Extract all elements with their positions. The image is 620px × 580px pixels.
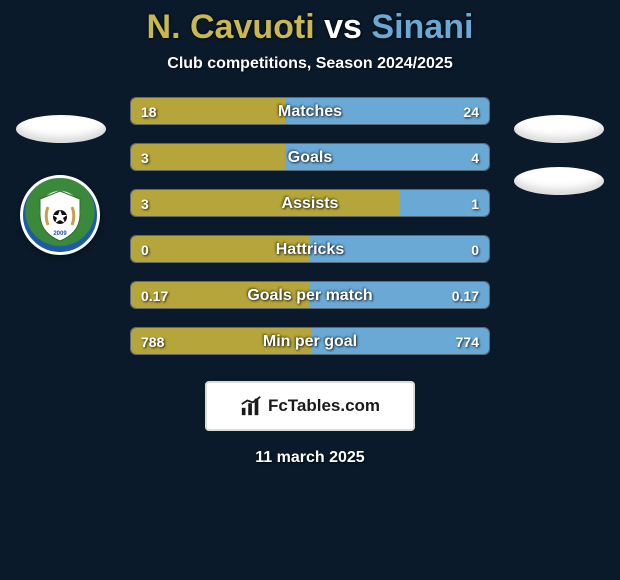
subtitle-text: Club competitions, Season 2024/2025 (0, 55, 620, 73)
stat-bar-left (131, 236, 310, 262)
stat-row: Min per goal788774 (130, 327, 490, 355)
title-player2: Sinani (371, 8, 473, 46)
title-vs: vs (324, 8, 362, 46)
stat-bar-right (310, 282, 489, 308)
player2-avatar-placeholder (514, 115, 604, 143)
chart-icon (240, 395, 262, 417)
brand-badge: FcTables.com (205, 381, 415, 431)
stat-bar-left (131, 190, 400, 216)
stat-bar-right (285, 144, 489, 170)
player1-club-badge: 2009 (20, 175, 100, 255)
stat-row: Hattricks00 (130, 235, 490, 263)
svg-text:2009: 2009 (53, 231, 67, 237)
comparison-title: N. Cavuoti vs Sinani (0, 8, 620, 47)
stat-bars: Matches1824 Goals34 Assists31 Hattricks00 Go… (130, 97, 490, 355)
date-text: 11 march 2025 (0, 449, 620, 467)
stat-row: Matches1824 (130, 97, 490, 125)
stat-row: Assists31 (130, 189, 490, 217)
content-area: 2009 Matches1824 Goals34 Assists31 Hattrick… (0, 97, 620, 467)
shield-icon: 2009 (30, 185, 90, 245)
brand-text: FcTables.com (268, 396, 380, 416)
stat-bar-right (311, 328, 489, 354)
stat-bar-right (285, 98, 489, 124)
stat-row: Goals per match0.170.17 (130, 281, 490, 309)
player2-club-placeholder (514, 167, 604, 195)
stat-bar-right (310, 236, 489, 262)
player1-avatar-placeholder (16, 115, 106, 143)
stat-bar-left (131, 98, 285, 124)
stat-bar-left (131, 282, 310, 308)
comparison-infographic: N. Cavuoti vs Sinani Club competitions, … (0, 0, 620, 580)
stat-bar-left (131, 144, 285, 170)
stat-bar-left (131, 328, 311, 354)
stat-bar-right (400, 190, 490, 216)
title-player1: N. Cavuoti (147, 8, 315, 46)
stat-row: Goals34 (130, 143, 490, 171)
